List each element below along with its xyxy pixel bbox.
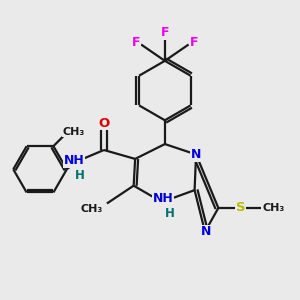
Text: CH₃: CH₃ xyxy=(81,204,103,214)
Text: H: H xyxy=(75,169,85,182)
Text: NH: NH xyxy=(64,154,85,167)
Text: F: F xyxy=(131,37,140,50)
Text: NH: NH xyxy=(153,192,174,205)
Text: S: S xyxy=(236,202,245,214)
Text: CH₃: CH₃ xyxy=(62,127,85,137)
Text: H: H xyxy=(164,207,174,220)
Text: F: F xyxy=(160,26,169,39)
Text: CH₃: CH₃ xyxy=(262,203,284,213)
Text: N: N xyxy=(201,225,212,238)
Text: F: F xyxy=(190,37,198,50)
Text: N: N xyxy=(191,148,201,161)
Text: O: O xyxy=(98,117,110,130)
